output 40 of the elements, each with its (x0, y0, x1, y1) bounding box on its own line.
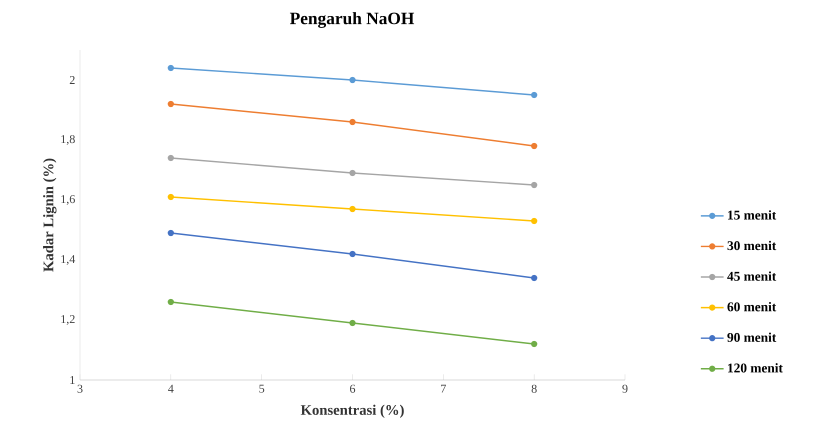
legend-label: 45 menit (727, 271, 776, 281)
x-tick-label: 3 (78, 384, 83, 393)
x-tick-label: 9 (622, 384, 628, 393)
x-tick-label: 4 (168, 384, 174, 393)
point (531, 274, 538, 282)
point (168, 230, 174, 236)
point (349, 206, 356, 212)
x-tick-label: 5 (259, 384, 264, 393)
point (349, 250, 356, 258)
point (168, 64, 174, 72)
point (168, 154, 174, 162)
point (168, 194, 174, 200)
legend-label: 30 menit (728, 240, 776, 250)
point (349, 320, 356, 326)
y-tick-label: 1,2 (61, 315, 75, 325)
point (349, 76, 356, 84)
x-tick-label: 6 (350, 384, 356, 393)
y-axis-title: Kadar Lignin (%) (43, 158, 56, 272)
point (531, 340, 538, 348)
point (349, 170, 356, 176)
point (531, 142, 538, 150)
y-tick-label: 1,4 (61, 255, 76, 265)
y-tick-label: 2 (70, 76, 75, 84)
x-tick-label: 7 (441, 384, 446, 393)
x-tick-label: 8 (532, 384, 537, 393)
point (168, 298, 174, 306)
y-tick-label: 1,6 (61, 195, 75, 205)
legend-label: 120 menit (728, 363, 783, 373)
chart-title: Pengaruh NaOH (290, 12, 414, 28)
y-tick-label: 1 (70, 376, 75, 384)
point (531, 218, 538, 224)
x-axis-title: Konsentrasi (%) (300, 404, 404, 418)
point (349, 118, 356, 126)
legend-label: 90 menit (727, 332, 776, 342)
legend-label: 60 menit (727, 302, 776, 312)
legend-label: 15 menit (728, 210, 776, 220)
y-tick-label: 1,8 (61, 135, 75, 145)
point (168, 100, 174, 108)
point (531, 182, 538, 188)
point (531, 92, 538, 98)
